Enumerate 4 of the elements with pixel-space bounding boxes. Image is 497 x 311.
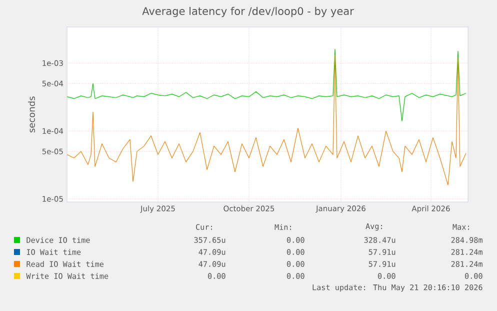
line-series <box>67 55 466 186</box>
line-series <box>67 48 466 122</box>
chart-title: Average latency for /dev/loop0 - by year <box>142 6 354 18</box>
y-axis-title: seconds <box>28 96 35 132</box>
